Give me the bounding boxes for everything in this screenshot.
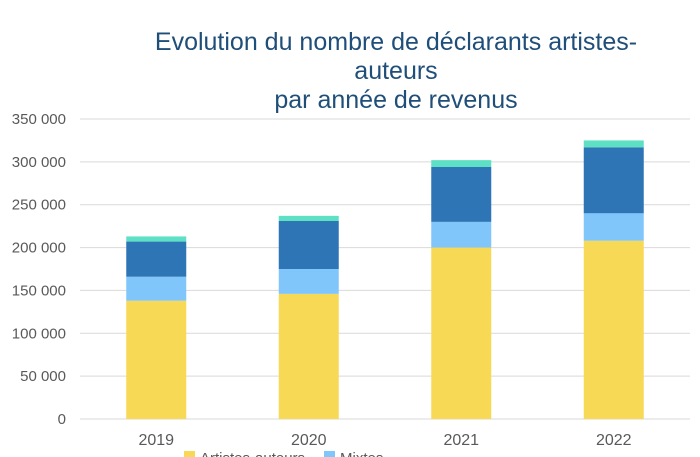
- bar-segment-2022-series-4: [583, 140, 644, 148]
- x-category-label: 2019: [138, 432, 174, 449]
- chart-title: Evolution du nombre de déclarants artist…: [155, 28, 637, 114]
- bar-segment-2022-series-3: [583, 147, 644, 214]
- y-tick-label: 300 000: [12, 154, 66, 171]
- bar-segment-2019-series-2: [126, 276, 187, 301]
- chart-title-line: auteurs: [354, 57, 437, 85]
- y-tick-label: 200 000: [12, 240, 66, 257]
- bar-segment-2019-series-4: [126, 236, 187, 242]
- bars: [126, 140, 644, 419]
- bar-segment-2021-series-2: [431, 221, 492, 248]
- y-tick-label: 0: [58, 411, 66, 428]
- x-category-label: 2022: [596, 432, 632, 449]
- bar-segment-2020-series-3: [278, 221, 339, 269]
- y-tick-label: 100 000: [12, 325, 66, 342]
- bar-segment-2021-series-4: [431, 160, 492, 167]
- y-tick-label: 350 000: [12, 111, 66, 128]
- bar-segment-2019-series-3: [126, 241, 187, 277]
- legend-swatch: [184, 451, 195, 457]
- chart-title-line: par année de revenus: [274, 86, 517, 114]
- legend-label: Mixtes: [340, 450, 383, 457]
- bar-segment-2020-series-4: [278, 215, 339, 221]
- x-category-label: 2021: [443, 432, 479, 449]
- bar-segment-2019-series-1: [126, 300, 187, 419]
- legend: Artistes-auteurs Mixtes: [184, 450, 383, 457]
- x-category-label: 2020: [291, 432, 327, 449]
- bar-segment-2020-series-2: [278, 269, 339, 294]
- legend-swatch: [324, 451, 335, 457]
- bar-segment-2020-series-1: [278, 293, 339, 419]
- y-axis-tick-labels: 0 50 000 100 000 150 000 200 000 250 000 300 0…: [12, 111, 66, 428]
- bar-segment-2022-series-1: [583, 240, 644, 419]
- legend-label: Artistes-auteurs: [200, 450, 305, 457]
- bar-segment-2021-series-3: [431, 167, 492, 222]
- y-tick-label: 150 000: [12, 282, 66, 299]
- x-axis-category-labels: 2019 2020 2021 2022: [138, 432, 631, 449]
- y-tick-label: 50 000: [20, 368, 66, 385]
- bar-segment-2021-series-1: [431, 247, 492, 419]
- bar-segment-2022-series-2: [583, 213, 644, 241]
- chart-title-line: Evolution du nombre de déclarants artist…: [155, 28, 637, 56]
- y-tick-label: 250 000: [12, 197, 66, 214]
